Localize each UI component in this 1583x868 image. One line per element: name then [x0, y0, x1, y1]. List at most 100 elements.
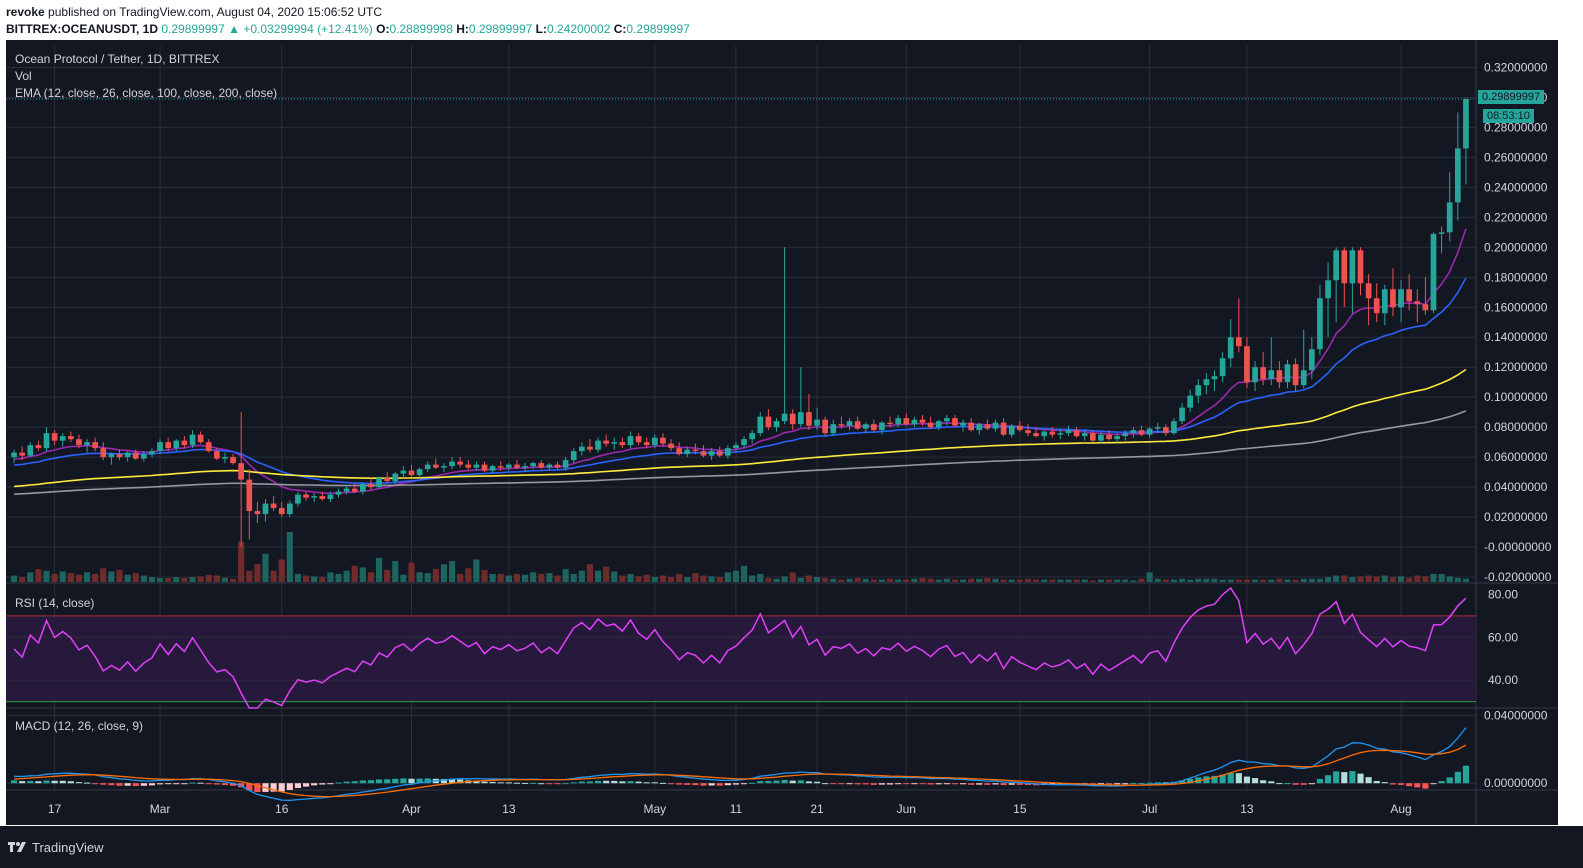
volume-bar	[635, 576, 642, 582]
macd-histogram-bar	[1097, 783, 1105, 785]
candle-body	[984, 424, 991, 429]
volume-bar	[716, 577, 723, 582]
macd-histogram-bar	[1365, 777, 1372, 784]
candle-body	[286, 503, 293, 515]
volume-bar	[1251, 579, 1259, 582]
candle-body	[1008, 425, 1015, 435]
candle-body	[635, 436, 642, 443]
macd-histogram-bar	[805, 781, 813, 784]
volume-bar	[1422, 576, 1429, 582]
symbol-label: BITTREX:OCEANUSDT, 1D	[6, 22, 159, 36]
candle-body	[895, 418, 902, 425]
candle-body	[1308, 349, 1315, 371]
candle-body	[1130, 430, 1137, 434]
macd-histogram-bar	[1260, 780, 1267, 784]
volume-bar	[19, 577, 26, 582]
y-tick-label: 0.22000000	[1484, 210, 1548, 224]
volume-bar	[700, 575, 707, 582]
last-price-tag: 0.29899997	[1478, 90, 1545, 104]
volume-bar	[846, 578, 853, 582]
volume-bar	[10, 575, 18, 582]
macd-histogram-bar	[1211, 775, 1218, 784]
volume-bar	[51, 573, 58, 582]
tradingview-brand: TradingView	[32, 840, 104, 855]
candle-body	[846, 421, 853, 426]
macd-histogram-bar	[311, 783, 318, 786]
macd-histogram-bar	[838, 783, 845, 785]
volume-bar	[1211, 578, 1218, 582]
macd-histogram-bar	[10, 780, 18, 784]
candle-body	[538, 463, 545, 468]
volume-bar	[724, 572, 731, 582]
rsi-tick-label: 60.00	[1488, 630, 1518, 644]
candle-body	[246, 479, 253, 512]
volume-bar	[554, 575, 561, 582]
last-price: 0.29899997	[161, 22, 225, 36]
volume-bar	[822, 577, 829, 582]
candle-body	[432, 464, 439, 468]
macd-histogram-bar	[1373, 781, 1380, 784]
volume-bar	[603, 566, 610, 582]
candle-body	[76, 439, 82, 446]
candle-body	[116, 454, 123, 458]
volume-bar	[1016, 579, 1023, 582]
candle-body	[165, 442, 172, 449]
candle-body	[1373, 298, 1380, 314]
macd-histogram-bar	[335, 782, 342, 784]
macd-histogram-bar	[716, 783, 723, 786]
candle-body	[765, 416, 772, 428]
macd-histogram-bar	[165, 783, 172, 785]
x-tick-label: May	[643, 802, 666, 816]
x-tick-label: 16	[275, 802, 289, 816]
candle-body	[724, 448, 731, 456]
volume-bar	[1284, 579, 1291, 582]
macd-tick-label: 0.04000000	[1484, 708, 1548, 722]
macd-histogram-bar	[968, 783, 975, 785]
volume-bar	[457, 573, 464, 582]
candle-body	[457, 461, 464, 465]
x-tick-label: 21	[810, 802, 824, 816]
candle-body	[497, 466, 504, 468]
macd-histogram-bar	[51, 780, 58, 784]
volume-bar	[594, 570, 602, 582]
author-name[interactable]: revoke	[6, 5, 45, 19]
volume-bar	[1414, 575, 1421, 582]
volume-bar	[221, 577, 229, 582]
candle-body	[627, 436, 634, 446]
macd-histogram-bar	[984, 783, 991, 785]
candle-body	[1219, 358, 1226, 377]
volume-bar	[351, 565, 358, 582]
volume-bar	[830, 578, 837, 582]
volume-bar	[205, 574, 212, 582]
volume-bar	[1000, 579, 1007, 582]
macd-histogram-bar	[270, 783, 277, 792]
macd-histogram-bar	[627, 781, 634, 784]
candle-body	[619, 442, 626, 446]
candle-body	[173, 440, 180, 449]
volume-bar	[886, 578, 894, 582]
chart-area[interactable]: 17 Mar 16 Apr 13 May 11 21 Jun 15 Jul 13 Aug 0.320000…	[6, 40, 1558, 825]
candle-body	[822, 419, 829, 434]
macd-histogram-bar	[1000, 783, 1007, 786]
macd-histogram-bar	[359, 780, 366, 784]
candle-body	[311, 496, 318, 498]
rsi-legend: RSI (14, close)	[15, 596, 95, 610]
candle-body	[660, 437, 666, 444]
macd-histogram-bar	[878, 783, 886, 785]
candle-body	[19, 452, 26, 456]
tradingview-logo[interactable]: TradingView	[8, 840, 104, 855]
volume-bar	[497, 573, 504, 582]
chart-svg[interactable]: 17 Mar 16 Apr 13 May 11 21 Jun 15 Jul 13 Aug 0.320000…	[6, 40, 1558, 825]
volume-bar	[1260, 579, 1267, 582]
volume-bar	[862, 578, 869, 582]
volume-bar	[1073, 579, 1080, 582]
candle-body	[960, 422, 966, 426]
candle-body	[1430, 233, 1437, 311]
macd-histogram-bar	[1251, 778, 1259, 784]
volume-bar	[692, 573, 699, 582]
macd-histogram-bar	[1187, 778, 1194, 784]
macd-histogram-bar	[83, 782, 91, 784]
volume-bar	[246, 570, 253, 582]
macd-histogram-bar	[1422, 783, 1429, 789]
volume-bar	[1138, 578, 1145, 582]
